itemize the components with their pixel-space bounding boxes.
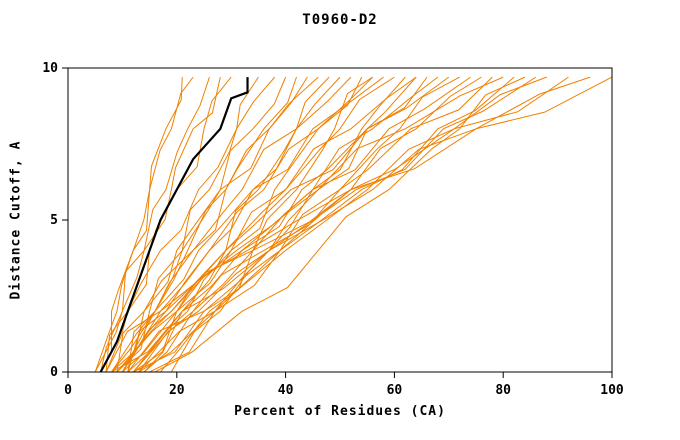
prediction-curve <box>121 76 341 372</box>
prediction-curve <box>122 76 395 372</box>
chart-title: T0960-D2 <box>302 12 378 28</box>
y-tick-label: 5 <box>50 213 58 228</box>
prediction-curve <box>100 76 210 372</box>
prediction-curve <box>111 76 591 372</box>
prediction-curve <box>105 76 612 372</box>
prediction-curve <box>133 76 547 372</box>
prediction-curve <box>132 76 417 372</box>
prediction-curve <box>116 76 373 372</box>
prediction-curve <box>127 76 450 372</box>
y-tick-label: 10 <box>42 61 58 76</box>
prediction-curve <box>160 76 373 372</box>
prediction-curve <box>116 76 319 372</box>
prediction-curve <box>94 77 183 372</box>
prediction-curve <box>105 76 276 372</box>
prediction-curve <box>116 76 569 372</box>
curves-group <box>94 76 612 372</box>
x-axis-label: Percent of Residues (CA) <box>234 404 446 419</box>
prediction-curve <box>100 76 194 372</box>
prediction-curve <box>132 76 493 372</box>
y-tick-label: 0 <box>50 365 58 380</box>
prediction-curve <box>94 77 221 372</box>
y-axis-label: Distance Cutoff, A <box>8 140 24 300</box>
prediction-curve <box>116 76 287 372</box>
x-tick-label: 100 <box>600 383 624 398</box>
prediction-curve <box>170 76 417 372</box>
x-tick-label: 80 <box>495 383 511 398</box>
best-model-curve <box>99 77 249 372</box>
prediction-curve <box>138 76 537 372</box>
prediction-curve <box>154 76 526 372</box>
x-tick-label: 0 <box>64 383 72 398</box>
x-tick-label: 60 <box>387 383 403 398</box>
prediction-curve <box>127 76 384 372</box>
prediction-curve <box>138 76 406 372</box>
prediction-curve <box>143 76 504 372</box>
x-tick-label: 20 <box>169 383 185 398</box>
prediction-curve <box>132 76 363 372</box>
x-tick-label: 40 <box>278 383 294 398</box>
